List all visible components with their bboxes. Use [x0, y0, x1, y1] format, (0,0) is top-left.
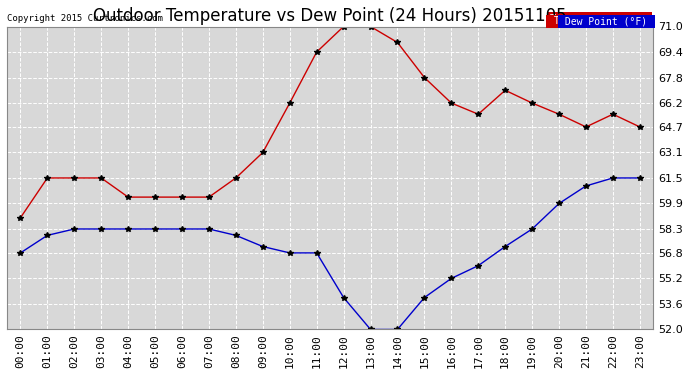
Text: Temperature (°F): Temperature (°F): [548, 16, 653, 26]
Text: Copyright 2015 Curtronics.com: Copyright 2015 Curtronics.com: [7, 15, 163, 24]
Text: Temperature (°F): Temperature (°F): [550, 14, 650, 24]
Text: Dew Point (°F): Dew Point (°F): [562, 14, 649, 24]
Text: Dew Point (°F): Dew Point (°F): [560, 16, 653, 26]
Title: Outdoor Temperature vs Dew Point (24 Hours) 20151105: Outdoor Temperature vs Dew Point (24 Hou…: [93, 7, 567, 25]
